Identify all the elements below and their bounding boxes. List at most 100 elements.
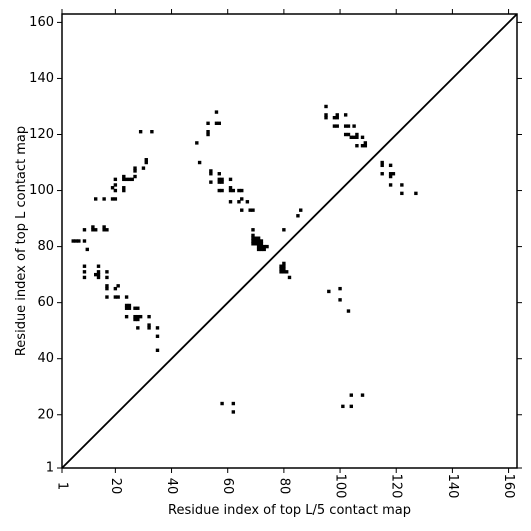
- contact-point: [133, 174, 137, 179]
- contact-point: [349, 393, 353, 397]
- contact-point: [195, 141, 199, 145]
- contact-point: [324, 104, 328, 109]
- contact-point: [231, 410, 236, 414]
- contact-point: [206, 130, 210, 134]
- contact-point: [282, 267, 286, 271]
- contact-point: [206, 132, 210, 137]
- contact-point: [400, 183, 404, 187]
- contact-point: [82, 228, 87, 232]
- contact-point: [217, 177, 221, 182]
- contact-point: [133, 314, 137, 319]
- y-tick-label: 100: [29, 183, 54, 198]
- contact-point: [282, 261, 286, 266]
- data-points: [71, 104, 418, 414]
- contact-point: [228, 188, 233, 193]
- contact-point: [245, 200, 250, 204]
- contact-point: [228, 177, 233, 182]
- contact-point: [133, 317, 137, 322]
- contact-point: [220, 401, 224, 406]
- contact-point: [102, 225, 106, 229]
- contact-point: [256, 236, 261, 240]
- contact-point: [388, 163, 393, 168]
- contact-point: [82, 275, 87, 280]
- contact-point: [256, 247, 261, 252]
- y-tick-label: 20: [37, 407, 54, 422]
- contact-point: [110, 197, 115, 201]
- contact-point: [127, 303, 132, 308]
- contact-point: [74, 239, 78, 243]
- contact-point: [237, 200, 241, 204]
- contact-point: [228, 200, 233, 204]
- contact-point: [113, 197, 118, 201]
- contact-point: [352, 135, 356, 140]
- x-tick-label: 140: [445, 474, 460, 499]
- contact-point: [155, 334, 160, 338]
- contact-point: [127, 306, 132, 310]
- contact-point: [133, 166, 137, 170]
- contact-point: [147, 326, 151, 330]
- y-tick-label: 1: [46, 461, 54, 476]
- contact-point: [380, 172, 384, 176]
- contact-point: [346, 132, 351, 137]
- x-tick-label: 120: [389, 474, 404, 499]
- contact-point: [251, 208, 255, 212]
- contact-point: [133, 169, 137, 173]
- y-tick-label: 160: [29, 15, 54, 30]
- contact-point: [122, 186, 126, 190]
- contact-point: [136, 326, 140, 330]
- contact-point: [352, 124, 356, 128]
- contact-point: [136, 314, 140, 319]
- x-tick-label: 100: [333, 474, 348, 499]
- contact-point: [335, 113, 339, 117]
- plot-frame: [61, 13, 518, 469]
- contact-point: [251, 239, 255, 243]
- y-axis-label: Residue index of top L contact map: [14, 126, 29, 356]
- contact-point: [259, 242, 264, 246]
- contact-point: [231, 401, 236, 406]
- contact-point: [343, 113, 348, 117]
- y-tick-label: 120: [29, 127, 54, 142]
- contact-point: [105, 284, 109, 288]
- contact-point: [138, 130, 143, 134]
- contact-point: [256, 239, 261, 243]
- contact-point: [248, 208, 252, 212]
- contact-point: [113, 286, 118, 291]
- contact-point: [335, 124, 339, 128]
- contact-point: [391, 172, 396, 176]
- contact-point: [77, 239, 81, 243]
- contact-point: [296, 214, 300, 218]
- contact-point: [150, 130, 154, 134]
- contact-point: [197, 160, 202, 165]
- contact-point: [400, 191, 404, 196]
- contact-point: [105, 270, 109, 274]
- contact-point: [94, 272, 98, 277]
- contact-point: [259, 247, 264, 252]
- contact-point: [346, 124, 351, 128]
- contact-point: [122, 174, 126, 179]
- contact-point: [282, 228, 286, 232]
- contact-point: [388, 183, 393, 187]
- contact-point: [338, 286, 342, 291]
- contact-point: [124, 314, 129, 319]
- contact-point: [279, 267, 283, 271]
- contact-point: [262, 247, 266, 252]
- contact-point: [141, 166, 146, 170]
- contact-point: [265, 244, 269, 249]
- x-axis-label: Residue index of top L/5 contact map: [168, 503, 411, 518]
- contact-point: [214, 110, 219, 114]
- contact-point: [102, 228, 106, 232]
- contact-point: [355, 132, 359, 137]
- contact-point: [130, 177, 134, 182]
- contact-point: [144, 158, 148, 162]
- contact-point: [96, 264, 101, 268]
- contact-point: [91, 225, 95, 229]
- y-tick-label: 140: [29, 71, 54, 86]
- contact-point: [105, 228, 109, 232]
- contact-point: [228, 186, 233, 190]
- contact-point: [282, 270, 286, 274]
- contact-point: [85, 247, 89, 252]
- contact-point: [254, 239, 258, 243]
- contact-point: [240, 188, 244, 193]
- contact-point: [251, 242, 255, 246]
